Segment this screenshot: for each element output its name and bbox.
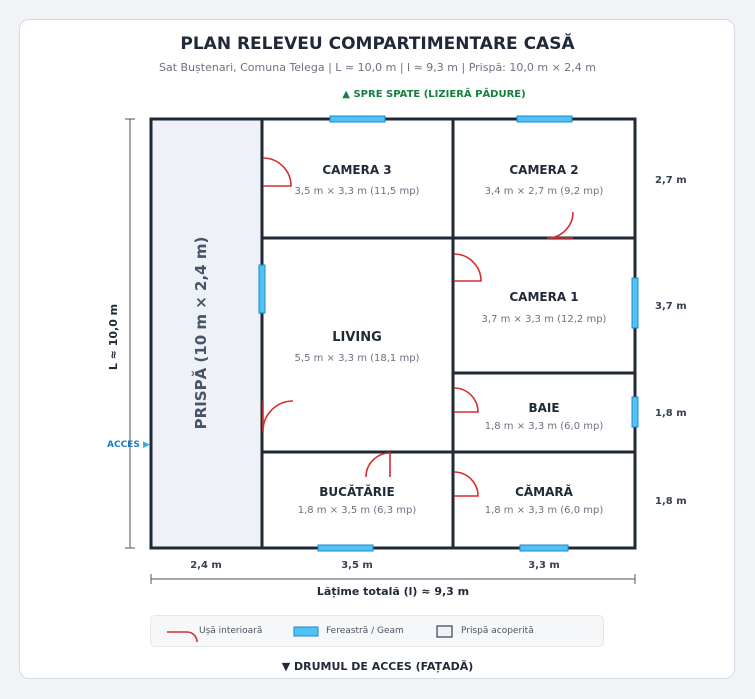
- left-dimension-line: [125, 118, 135, 549]
- room-name-camera2: CAMERA 2: [509, 163, 578, 177]
- legend-door-icon: [167, 631, 198, 642]
- bottom-dim-right: 3,3 m: [528, 560, 560, 571]
- door-camara: [453, 471, 479, 497]
- right-dim-row3: 1,8 m: [655, 408, 687, 419]
- interior-walls: [260, 119, 635, 548]
- room-dims-living: 5,5 m × 3,3 m (18,1 mp): [295, 353, 420, 364]
- door-camera3: [262, 157, 292, 187]
- window-camara: [519, 544, 569, 552]
- doors: [262, 157, 574, 497]
- legend-window-icon: [293, 626, 319, 637]
- door-baie: [453, 387, 479, 413]
- plan-card: [19, 19, 735, 679]
- access-text: ACCES: [107, 440, 140, 450]
- window-living: [258, 264, 266, 314]
- page-subtitle: Sat Buștenari, Comuna Telega | L ≈ 10,0 …: [158, 61, 597, 74]
- legend-porch-label: Prispă acoperită: [461, 626, 534, 636]
- window-baie: [631, 396, 639, 428]
- access-arrow-icon: ▶: [142, 440, 150, 450]
- windows: [258, 115, 639, 552]
- room-dims-bucatarie: 1,8 m × 3,5 m (6,3 mp): [298, 505, 417, 516]
- door-living: [262, 400, 294, 432]
- porch-area: [151, 119, 262, 548]
- room-dims-camera3: 3,5 m × 3,3 m (11,5 mp): [295, 186, 420, 197]
- window-bucatarie: [317, 544, 374, 552]
- south-orientation-label: ▼ DRUMUL DE ACCES (FAȚADĂ): [281, 660, 474, 673]
- door-bucatarie: [365, 452, 391, 478]
- room-name-camera1: CAMERA 1: [509, 290, 578, 304]
- north-orientation-label: ▲ SPRE SPATE (LIZIERĂ PĂDURE): [342, 89, 526, 100]
- left-total-length: L ≈ 10,0 m: [107, 304, 120, 370]
- door-camera1: [453, 253, 482, 282]
- room-dims-baie: 1,8 m × 3,3 m (6,0 mp): [485, 421, 604, 432]
- window-camera3: [329, 115, 386, 123]
- legend: Ușă interioară Fereastră / Geam Prispă a…: [150, 615, 604, 647]
- right-dim-row2: 3,7 m: [655, 301, 687, 312]
- room-name-bucatarie: BUCĂTĂRIE: [319, 484, 394, 499]
- room-name-camara: CĂMARĂ: [515, 484, 574, 499]
- legend-window-label: Fereastră / Geam: [326, 626, 404, 636]
- window-camera2: [516, 115, 573, 123]
- right-dim-row4: 1,8 m: [655, 496, 687, 507]
- exterior-wall: [149, 117, 637, 550]
- page-title: PLAN RELEVEU COMPARTIMENTARE CASĂ: [180, 34, 575, 54]
- access-label: ACCES ▶: [107, 440, 150, 450]
- bottom-dim-porch: 2,4 m: [190, 560, 222, 571]
- total-width: Lățime totală (l) ≈ 9,3 m: [317, 585, 469, 598]
- bottom-total-dimension-line: [150, 574, 636, 584]
- right-dim-row1: 2,7 m: [655, 175, 687, 186]
- window-camera1: [631, 277, 639, 329]
- legend-door-label: Ușă interioară: [199, 626, 263, 636]
- room-dims-camera2: 3,4 m × 2,7 m (9,2 mp): [485, 186, 604, 197]
- room-dims-camera1: 3,7 m × 3,3 m (12,2 mp): [482, 314, 607, 325]
- bottom-dim-middle: 3,5 m: [341, 560, 373, 571]
- room-name-prispa: PRISPĂ (10 m × 2,4 m): [191, 237, 210, 430]
- room-name-baie: BAIE: [528, 401, 559, 415]
- door-camera2: [546, 211, 574, 239]
- legend-porch-icon: [436, 625, 453, 638]
- room-name-camera3: CAMERA 3: [322, 163, 391, 177]
- room-dims-camara: 1,8 m × 3,3 m (6,0 mp): [485, 505, 604, 516]
- room-name-living: LIVING: [332, 330, 382, 345]
